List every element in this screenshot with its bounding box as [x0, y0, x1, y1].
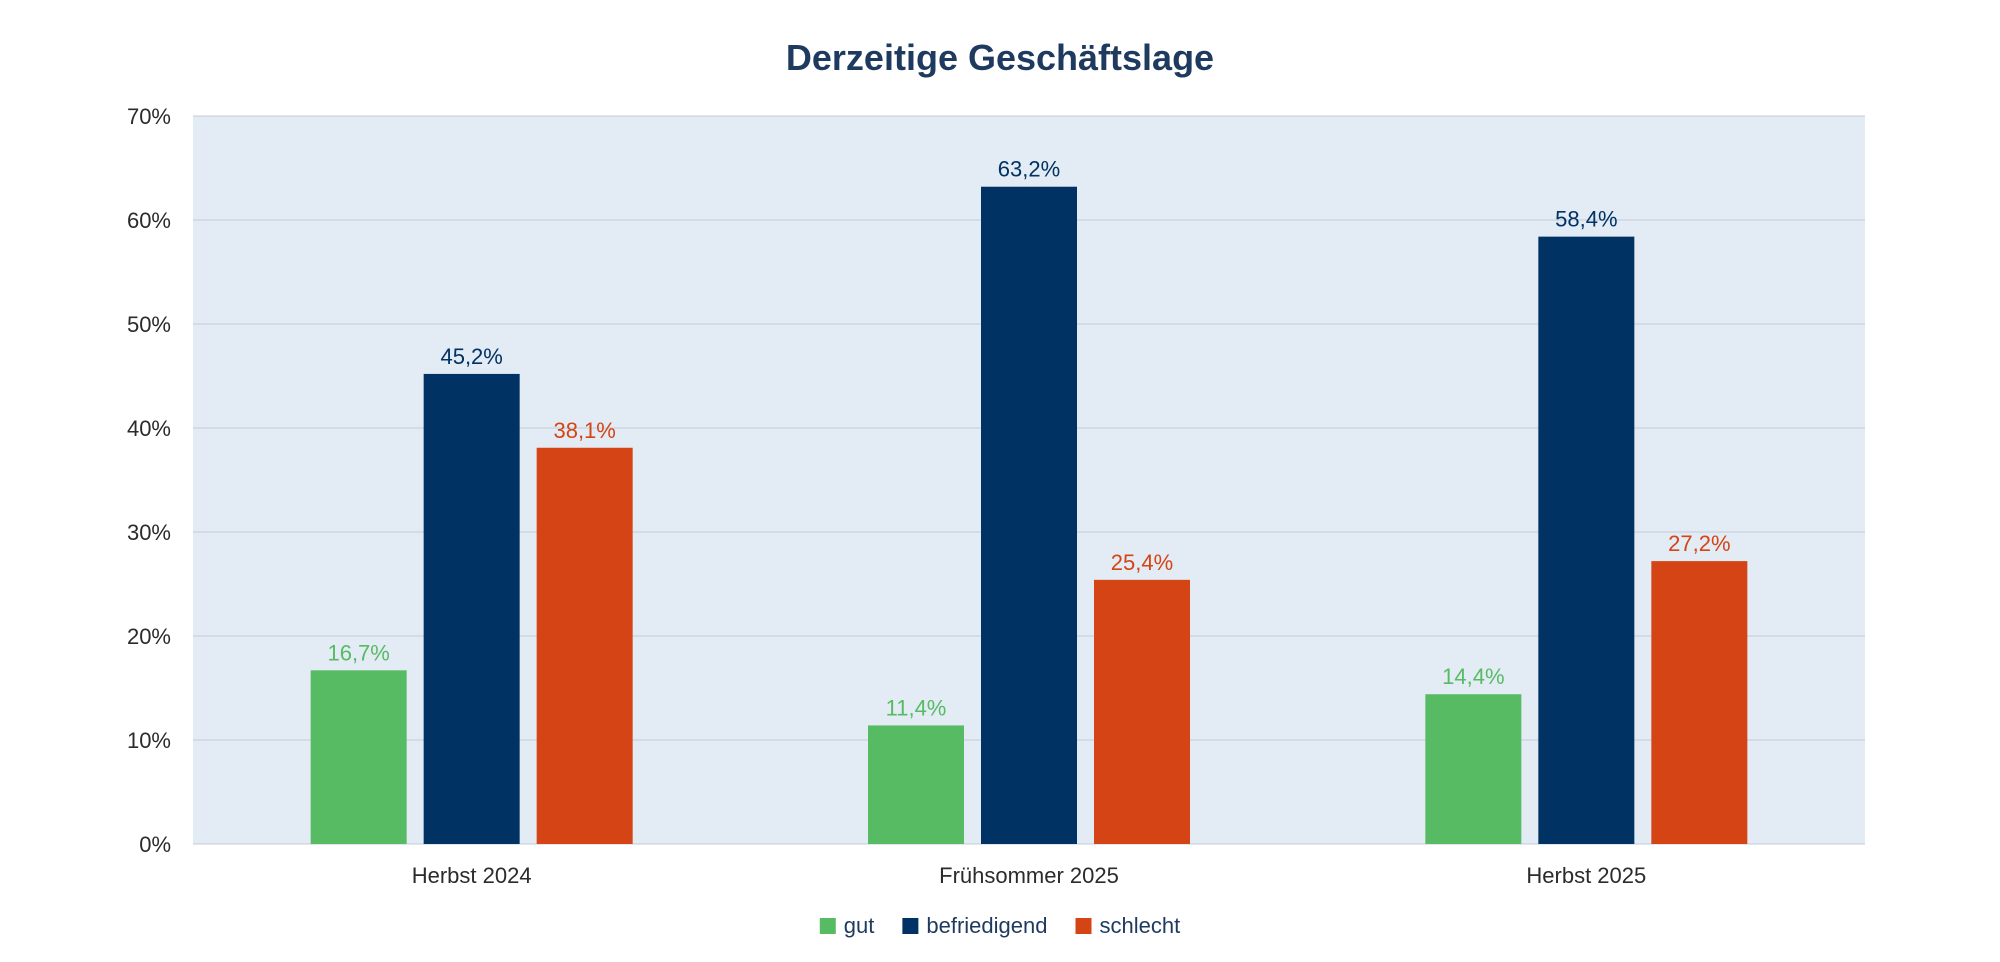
legend-item-befriedigend: befriedigend: [902, 913, 1047, 938]
y-tick-label: 30%: [127, 520, 171, 545]
bar-schlecht-2: [1094, 579, 1190, 844]
bar-befriedigend-2: [981, 186, 1077, 845]
y-tick-label: 50%: [127, 312, 171, 337]
data-label-befriedigend-2: 63,2%: [998, 157, 1060, 182]
legend-swatch: [819, 918, 836, 934]
y-tick-label: 10%: [127, 728, 171, 753]
bar-befriedigend-1: [423, 373, 520, 844]
data-label-gut-2: 11,4%: [886, 695, 947, 720]
x-tick-label: Herbst 2024: [412, 863, 532, 888]
legend-label: schlecht: [1099, 913, 1180, 938]
legend-swatch: [902, 918, 919, 934]
bar-schlecht-3: [1651, 561, 1748, 844]
data-label-schlecht-3: 27,2%: [1668, 531, 1730, 556]
bar-gut-3: [1425, 694, 1522, 844]
legend: gut befriedigend schlecht: [819, 913, 1180, 938]
data-label-gut-3: 14,4%: [1442, 664, 1504, 689]
y-tick-label: 20%: [127, 624, 171, 649]
data-label-schlecht-1: 38,1%: [553, 418, 615, 443]
legend-item-gut: gut: [819, 913, 875, 938]
bar-befriedigend-3: [1538, 236, 1635, 844]
y-tick-label: 40%: [127, 416, 171, 441]
legend-label: gut: [844, 913, 875, 938]
bars: [310, 186, 1748, 845]
legend-item-schlecht: schlecht: [1075, 913, 1180, 938]
y-tick-label: 60%: [127, 208, 171, 233]
data-label-gut-1: 16,7%: [327, 640, 389, 665]
legend-swatch: [1075, 918, 1092, 934]
y-tick-label: 0%: [139, 832, 171, 857]
y-tick-label: 70%: [127, 104, 171, 129]
bar-schlecht-1: [536, 447, 633, 844]
data-label-befriedigend-3: 58,4%: [1555, 207, 1617, 232]
y-axis: 0% 10% 20% 30% 40% 50% 60% 70%: [127, 104, 171, 857]
legend-label: befriedigend: [926, 913, 1047, 938]
bar-gut-1: [310, 670, 407, 844]
x-tick-label: Frühsommer 2025: [939, 863, 1119, 888]
bar-gut-2: [868, 725, 964, 844]
data-labels: 16,7% 45,2% 38,1% 11,4% 63,2% 25,4% 14,4% 58,4%…: [327, 157, 1730, 721]
x-axis: Herbst 2024 Frühsommer 2025 Herbst 2025: [412, 863, 1647, 888]
chart-title: Derzeitige Geschäftslage: [786, 37, 1214, 78]
data-label-schlecht-2: 25,4%: [1111, 550, 1173, 575]
data-label-befriedigend-1: 45,2%: [440, 344, 502, 369]
x-tick-label: Herbst 2025: [1526, 863, 1646, 888]
